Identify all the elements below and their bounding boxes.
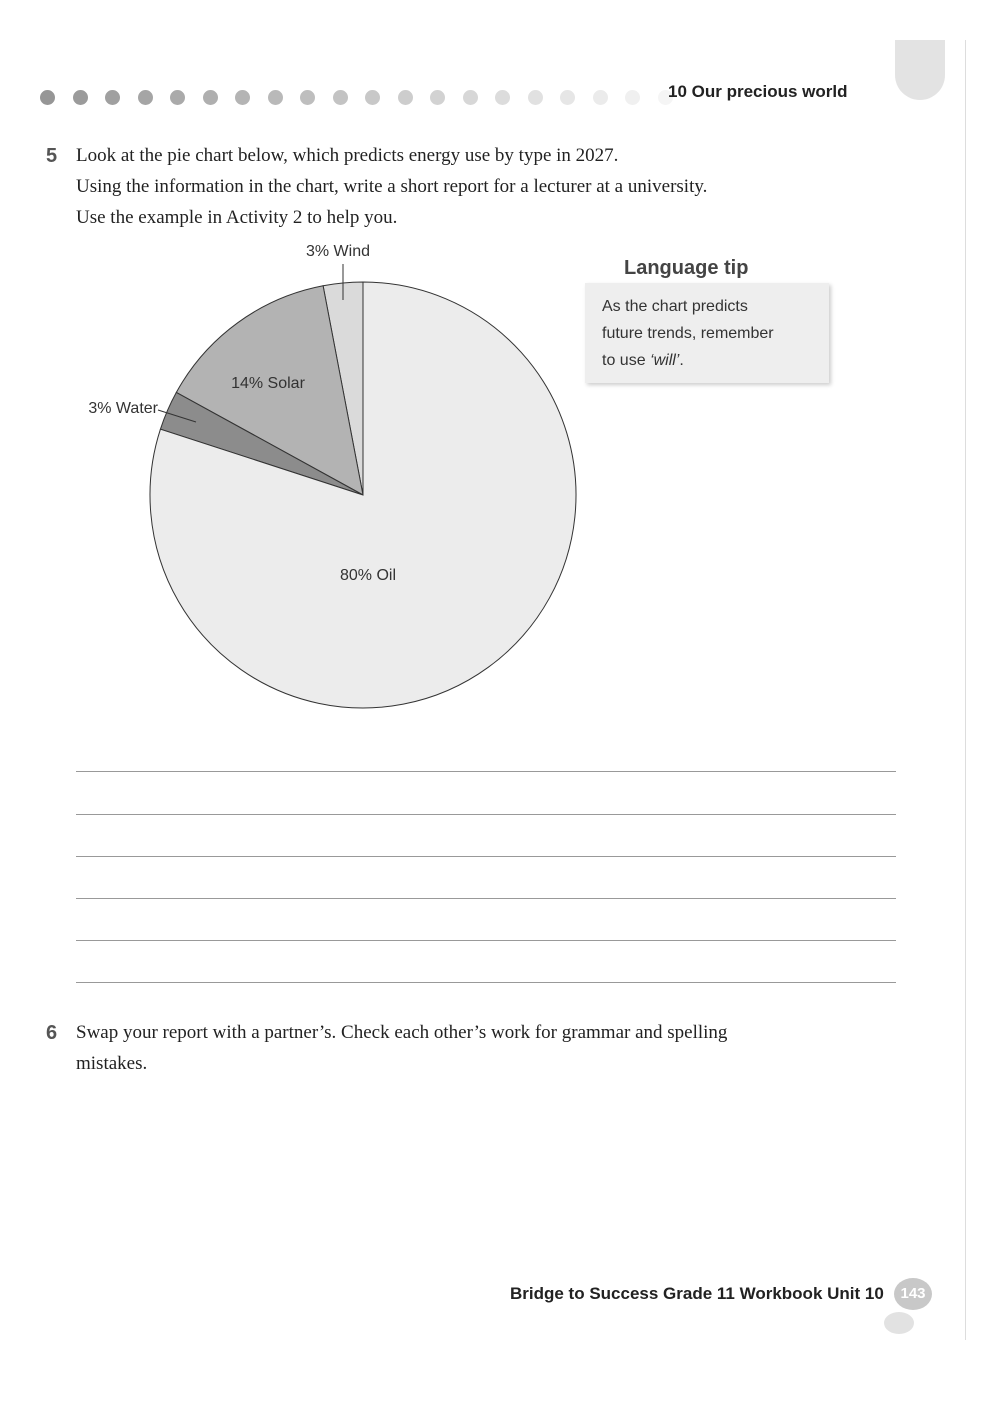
footer-decoration xyxy=(884,1312,914,1334)
dot xyxy=(40,90,55,105)
dot xyxy=(365,90,380,105)
tip-line: future trends, remember xyxy=(602,325,774,342)
slice-label: 80% Oil xyxy=(340,567,396,584)
dot xyxy=(300,90,315,105)
dot xyxy=(202,90,218,105)
dot xyxy=(72,90,88,105)
pie-slice xyxy=(149,281,577,709)
tip-text: As the chart predicts future trends, rem… xyxy=(602,293,774,374)
writing-line xyxy=(76,898,896,899)
corner-decoration xyxy=(895,40,945,100)
text-line: Swap your report with a partner’s. Check… xyxy=(76,1022,728,1043)
activity-number: 5 xyxy=(46,145,58,167)
unit-header: 10 Our precious world xyxy=(668,82,848,101)
tip-box xyxy=(585,283,829,383)
dot xyxy=(397,90,413,105)
dot xyxy=(430,90,445,105)
activity-number: 6 xyxy=(46,1022,58,1044)
slice-label: 14% Solar xyxy=(231,375,305,392)
text-line: Use the example in Activity 2 to help yo… xyxy=(76,207,398,228)
dot xyxy=(625,90,640,105)
slice-label: 3% Water xyxy=(88,400,158,417)
footer-title: Bridge to Success Grade 11 Workbook Unit… xyxy=(510,1284,884,1303)
dot xyxy=(527,90,543,105)
dot xyxy=(462,90,478,105)
pie-chart: 3% Wind 14% Solar 3% Water 80% Oil xyxy=(88,243,577,709)
slice-label: 3% Wind xyxy=(306,243,370,260)
page-edge xyxy=(965,40,966,1340)
tip-text-part: to use xyxy=(602,352,651,369)
dot xyxy=(170,90,185,105)
tip-line: to use ‘will’. xyxy=(602,347,774,374)
text-line: mistakes. xyxy=(76,1053,148,1074)
dot xyxy=(657,90,673,105)
dot xyxy=(332,90,348,105)
activity-text: Swap your report with a partner’s. Check… xyxy=(76,1017,727,1079)
dot xyxy=(137,90,153,105)
tip-line: As the chart predicts xyxy=(602,298,748,315)
writing-line xyxy=(76,814,896,815)
dot xyxy=(235,90,250,105)
tip-title: Language tip xyxy=(624,257,749,279)
page-number: 143 xyxy=(894,1278,932,1310)
activity-text: Look at the pie chart below, which predi… xyxy=(76,140,707,233)
leader-line xyxy=(157,409,197,423)
writing-line xyxy=(76,856,896,857)
dot xyxy=(495,90,510,105)
tip-text-part: . xyxy=(679,352,684,369)
dot xyxy=(267,90,283,105)
dot xyxy=(560,90,575,105)
text-line: Using the information in the chart, writ… xyxy=(76,176,708,197)
writing-line xyxy=(76,940,896,941)
dot xyxy=(105,90,120,105)
tip-emphasis: ‘will’ xyxy=(650,352,680,369)
text-line: Look at the pie chart below, which predi… xyxy=(76,145,619,166)
writing-line xyxy=(76,771,896,772)
pie-slice xyxy=(175,285,364,496)
writing-line xyxy=(76,982,896,983)
dot xyxy=(592,90,608,105)
